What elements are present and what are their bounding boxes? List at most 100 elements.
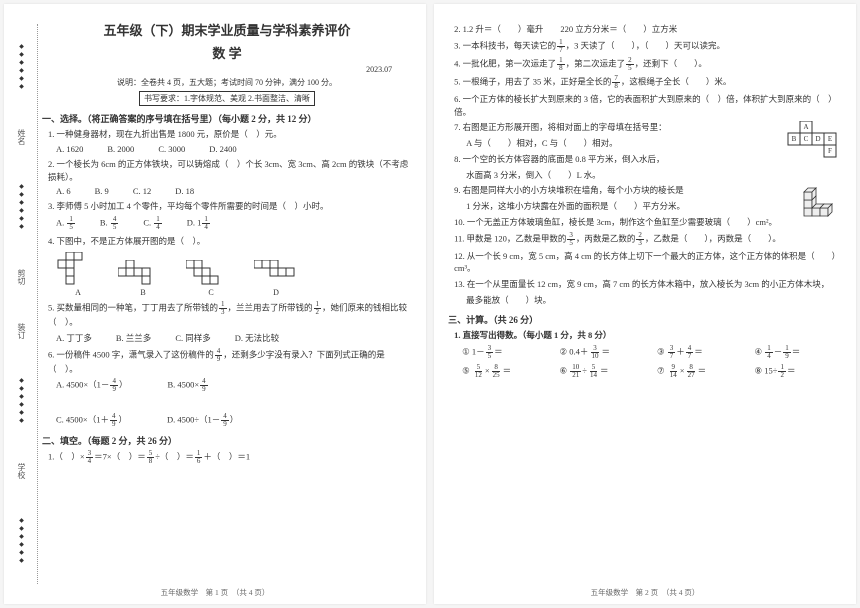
q2-opt-a: A. 6	[56, 186, 71, 196]
margin-deco: ◆◆◆◆◆◆	[18, 377, 25, 425]
fill-q11: 11. 甲数是 120，乙数是甲数的35，丙数是乙数的23，乙数是（ ），丙数是…	[454, 232, 842, 247]
q6-opt-a: A. 4500×（1－49）	[56, 378, 127, 393]
calc-7: ⑦ 914×827＝	[657, 364, 744, 379]
cube-net-figure: A B C D E F	[786, 121, 842, 163]
q2-options: A. 6 B. 9 C. 12 D. 18	[56, 186, 412, 196]
svg-text:F: F	[828, 147, 832, 155]
margin-deco: ◆◆◆◆◆◆	[18, 183, 25, 231]
calc-5: ⑤ 512×825＝	[462, 364, 549, 379]
fill-q13b: 最多能放（ ）块。	[466, 294, 842, 307]
exam-date: 2023.07	[42, 65, 412, 74]
binding-margin: ◆◆◆◆◆◆ 姓名 ◆◆◆◆◆◆ 剪切 装订 ◆◆◆◆◆◆ 学校 ◆◆◆◆◆◆	[6, 24, 38, 584]
fill-q4: 4. 一批化肥，第一次运走了18，第二次运走了25，还剩下（ ）。	[454, 57, 842, 72]
corner-cubes-icon	[800, 184, 842, 222]
net-d-svg	[254, 260, 298, 286]
q5-opt-a: A. 丁丁多	[56, 332, 92, 344]
net-d: D	[254, 260, 298, 297]
q3-opt-b: B. 45	[100, 216, 119, 231]
q6-options: A. 4500×（1－49） B. 4500×49 C. 4500×（1＋49）…	[56, 378, 412, 428]
q5-opt-c: C. 同样多	[175, 332, 210, 344]
q1-opt-d: D. 2400	[209, 144, 236, 154]
q6-opt-c: C. 4500×（1＋49）	[56, 413, 127, 428]
subject: 数 学	[42, 43, 412, 62]
svg-text:C: C	[804, 135, 809, 143]
margin-school: 学校	[16, 463, 27, 479]
calc-4: ④ 14－19＝	[755, 345, 842, 360]
calc-1: ① 1－35＝	[462, 345, 549, 360]
q6-opt-b: B. 4500×49	[167, 378, 208, 393]
calc-8: ⑧ 15÷12＝	[755, 364, 842, 379]
q6-opt-d: D. 4500÷（1－49）	[167, 413, 238, 428]
page-1-footer: 五年级数学 第 1 页 （共 4 页）	[4, 587, 426, 598]
exam-title: 五年级（下）期末学业质量与学科素养评价	[42, 20, 412, 39]
q3-opt-c: C. 14	[143, 216, 162, 231]
question-6: 6. 一份稿件 4500 字，潇气录入了这份稿件的49，还剩多少字没有录入？下面…	[48, 348, 412, 376]
fill-q7: A B C D E F 7. 右图是正方形展开图，将相对面上的字母填在括号里：	[454, 121, 842, 134]
margin-deco: ◆◆◆◆◆◆	[18, 43, 25, 91]
writing-rules: 书写要求：1.字体规范、美观 2.书面整洁、清晰	[139, 91, 315, 106]
margin-deco: ◆◆◆◆◆◆	[18, 517, 25, 565]
net-c-svg	[186, 260, 236, 286]
calc-6: ⑥ 1021÷514＝	[560, 364, 647, 379]
question-1: 1. 一种健身器材，现在九折出售是 1800 元，原价是（ ）元。	[48, 128, 412, 141]
section-a-head: 一、选择。（将正确答案的序号填在括号里）（每小题 2 分，共 12 分）	[42, 112, 412, 125]
margin-name: 姓名	[16, 129, 27, 145]
fill-q10: 10. 一个无盖正方体玻璃鱼缸，棱长是 3cm，制作这个鱼缸至少需要玻璃（ ）c…	[454, 216, 842, 229]
q3-opt-a: A. 15	[56, 216, 76, 231]
section-b-head: 二、填空。（每题 2 分，共 26 分）	[42, 434, 412, 447]
q1-opt-c: C. 3000	[158, 144, 185, 154]
q1-options: A. 1620 B. 2000 C. 3000 D. 2400	[56, 144, 412, 154]
q2-opt-c: C. 12	[133, 186, 151, 196]
fill-q1: 1.（ ）×34＝7×（ ）＝58÷（ ）＝16＋（ ）＝1	[48, 450, 412, 465]
title-block: 五年级（下）期末学业质量与学科素养评价 数 学 2023.07 说明：全卷共 4…	[42, 20, 412, 106]
fill-q6: 6. 一个正方体的棱长扩大到原来的 3 倍，它的表面积扩大到原来的（ ）倍，体积…	[454, 93, 842, 119]
q3-opt-d: D. 114	[187, 216, 211, 231]
q1-opt-b: B. 2000	[107, 144, 134, 154]
question-4: 4. 下图中，不是正方体展开图的是（ ）。	[48, 235, 412, 248]
page-2-footer: 五年级数学 第 2 页 （共 4 页）	[434, 587, 856, 598]
fill-q13: 13. 在一个从里面量长 12 cm，宽 9 cm，高 7 cm 的长方体木箱中…	[454, 278, 842, 291]
fill-q5: 5. 一根绳子，用去了 35 米，正好是全长的78，这根绳子全长（ ）米。	[454, 75, 842, 90]
net-c-label: C	[186, 288, 236, 297]
fill-q9b: 1 分米，这堆小方块露在外面的面积是（ ）平方分米。	[466, 200, 842, 213]
net-a: A	[56, 252, 100, 297]
calc-grid: ① 1－35＝ ② 0.4＋310＝ ③ 37＋47＝ ④ 14－19＝ ⑤ 5…	[462, 345, 842, 379]
fill-q8: 8. 一个空的长方体容器的底面是 0.8 平方米，倒入水后，	[454, 153, 842, 166]
fill-q12: 12. 从一个长 9 cm，宽 5 cm，高 4 cm 的长方体上切下一个最大的…	[454, 250, 842, 276]
fill-q9: 9. 右图是同样大小的小方块堆积在墙角，每个小方块的棱长是	[454, 184, 842, 197]
net-c: C	[186, 260, 236, 297]
q2-opt-b: B. 9	[95, 186, 109, 196]
net-b-label: B	[118, 288, 168, 297]
q3-options: A. 15 B. 45 C. 14 D. 114	[56, 216, 412, 231]
margin-cut: 剪切	[16, 269, 27, 285]
question-5: 5. 买数量相同的一种笔，丁丁用去了所带钱的13，兰兰用去了所带钱的12，她们原…	[48, 301, 412, 329]
net-a-svg	[56, 252, 100, 286]
q2-opt-d: D. 18	[175, 186, 194, 196]
question-2: 2. 一个棱长为 6cm 的正方体铁块，可以铸熔成（ ）个长 3cm、宽 3cm…	[48, 158, 412, 184]
fill-q3: 3. 一本科技书，每天读它的17，3 天读了（ ），（ ）天可以读完。	[454, 39, 842, 54]
q4-nets: A B C	[56, 252, 412, 297]
q1-opt-a: A. 1620	[56, 144, 83, 154]
net-d-label: D	[254, 288, 298, 297]
net-a-label: A	[56, 288, 100, 297]
svg-text:E: E	[828, 135, 832, 143]
instructions: 说明：全卷共 4 页，五大题；考试时间 70 分钟，满分 100 分。	[42, 77, 412, 88]
calc-sub1: 1. 直接写出得数。（每小题 1 分，共 8 分）	[454, 329, 842, 342]
svg-text:A: A	[803, 123, 808, 131]
q5-opt-d: D. 无法比较	[235, 332, 279, 344]
section-c-head: 三、计算。（共 26 分）	[448, 313, 842, 326]
page-1: ◆◆◆◆◆◆ 姓名 ◆◆◆◆◆◆ 剪切 装订 ◆◆◆◆◆◆ 学校 ◆◆◆◆◆◆ …	[4, 4, 426, 604]
q5-options: A. 丁丁多 B. 兰兰多 C. 同样多 D. 无法比较	[56, 332, 412, 344]
page-2: 2. 1.2 升＝（ ）毫升 220 立方分米＝（ ）立方米 3. 一本科技书，…	[434, 4, 856, 604]
svg-text:B: B	[792, 135, 797, 143]
question-3: 3. 李师傅 5 小时加工 4 个零件，平均每个零件所需要的时间是（ ）小时。	[48, 200, 412, 213]
fill-q8b: 水面高 3 分米，倒入（ ）L 水。	[466, 169, 842, 182]
svg-text:D: D	[815, 135, 820, 143]
net-b-svg	[118, 260, 168, 286]
fill-q2: 2. 1.2 升＝（ ）毫升 220 立方分米＝（ ）立方米	[454, 23, 842, 36]
margin-bind: 装订	[16, 323, 27, 339]
net-b: B	[118, 260, 168, 297]
calc-2: ② 0.4＋310＝	[560, 345, 647, 360]
calc-3: ③ 37＋47＝	[657, 345, 744, 360]
q5-opt-b: B. 兰兰多	[116, 332, 151, 344]
